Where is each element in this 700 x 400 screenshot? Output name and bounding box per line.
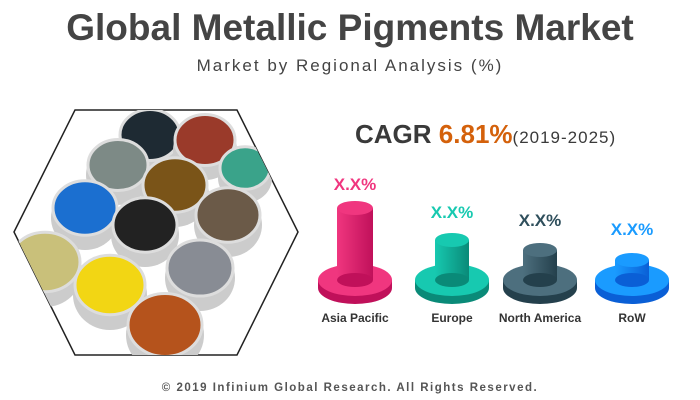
region-value: X.X%: [519, 211, 562, 230]
pigment: [194, 186, 262, 244]
region-europe: X.X% Europe: [415, 203, 489, 325]
region-value: X.X%: [611, 220, 654, 239]
column-top: [523, 243, 557, 257]
region-label: North America: [499, 311, 582, 325]
region-asia-pacific: X.X% Asia Pacific: [318, 175, 392, 325]
pigment: [126, 292, 204, 355]
pigment: [86, 138, 150, 192]
column-bottom: [523, 273, 557, 287]
page-title: Global Metallic Pigments Market: [66, 7, 634, 48]
region-row: X.X% RoW: [595, 220, 669, 325]
column-top: [615, 253, 649, 267]
column-top: [435, 233, 469, 247]
cagr-value: 6.81%: [438, 119, 513, 149]
column-bottom: [435, 273, 469, 287]
pigment: [111, 196, 179, 254]
region-label: Europe: [431, 311, 473, 325]
page-subtitle: Market by Regional Analysis (%): [196, 56, 504, 75]
column-top: [337, 201, 373, 215]
pigment: [173, 113, 237, 167]
region-value: X.X%: [334, 175, 377, 194]
region-label: RoW: [618, 311, 646, 325]
region-north-america: X.X% North America: [499, 211, 582, 325]
copyright-footer: © 2019 Infinium Global Research. All Rig…: [161, 382, 539, 394]
cagr-period: (2019-2025): [512, 128, 617, 147]
cagr-statement: CAGR 6.81%(2019-2025): [355, 118, 616, 154]
pigment: [73, 253, 147, 317]
column-bottom: [615, 273, 649, 287]
pigment: [51, 179, 119, 237]
region-label: Asia Pacific: [321, 311, 389, 325]
region-value: X.X%: [431, 203, 474, 222]
cagr-label: CAGR: [355, 119, 432, 149]
pigment-jars-image: [13, 109, 299, 356]
column: [337, 208, 373, 280]
column-bottom: [337, 273, 373, 287]
pigment: [165, 238, 235, 298]
